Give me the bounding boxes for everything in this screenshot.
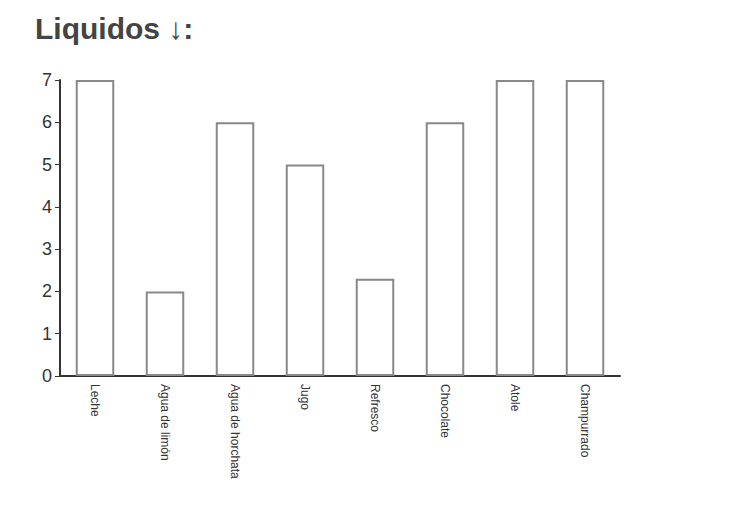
svg-text:0: 0: [42, 366, 52, 386]
svg-text:Agua de limón: Agua de limón: [158, 384, 172, 461]
svg-text:Jugo: Jugo: [298, 384, 312, 410]
svg-text:Champurrado: Champurrado: [578, 384, 592, 458]
svg-text:Liquidos ↓:: Liquidos ↓:: [35, 12, 193, 45]
svg-text:Refresco: Refresco: [368, 384, 382, 432]
svg-text:Chocolate: Chocolate: [438, 384, 452, 438]
svg-text:Agua de horchata: Agua de horchata: [228, 384, 242, 479]
svg-text:1: 1: [42, 324, 52, 344]
svg-text:2: 2: [42, 281, 52, 301]
svg-text:Leche: Leche: [88, 384, 102, 417]
svg-text:7: 7: [42, 70, 52, 90]
svg-text:Atole: Atole: [508, 384, 522, 412]
svg-text:5: 5: [42, 155, 52, 175]
svg-text:3: 3: [42, 239, 52, 259]
svg-text:4: 4: [42, 197, 52, 217]
svg-text:6: 6: [42, 112, 52, 132]
